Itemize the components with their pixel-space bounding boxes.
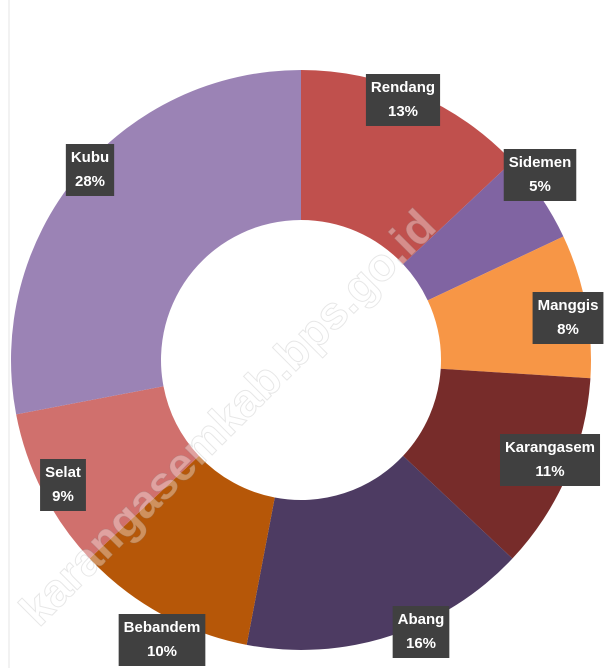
label-name: Abang: [398, 611, 445, 628]
label-value: 10%: [147, 643, 177, 660]
label-name: Bebandem: [124, 619, 201, 636]
slice: [89, 455, 275, 645]
label-box: [499, 434, 601, 486]
label-box: [118, 614, 206, 666]
slice: [16, 386, 199, 559]
label-name: Rendang: [371, 79, 435, 96]
slice: [403, 368, 591, 559]
label-name: Manggis: [538, 297, 599, 314]
slice: [301, 70, 513, 265]
slice: [246, 455, 513, 650]
data-label: Bebandem 10%: [118, 614, 206, 666]
label-name: Kubu: [71, 149, 109, 166]
label-box: [365, 74, 441, 126]
data-label: Karangasem 11%: [499, 434, 601, 486]
label-value: 5%: [529, 178, 551, 195]
label-value: 16%: [406, 635, 436, 652]
data-label: Selat 9%: [40, 459, 86, 511]
data-label: Rendang 13%: [365, 74, 441, 126]
label-box: [392, 606, 450, 658]
slice: [10, 70, 301, 415]
labels: Rendang 13% Sidemen 5% Manggis 8% Karangasem 11…: [40, 74, 604, 666]
data-label: Manggis 8%: [532, 292, 604, 344]
label-value: 28%: [75, 173, 105, 190]
label-box: [40, 459, 86, 511]
data-label: Sidemen 5%: [503, 149, 577, 201]
label-value: 13%: [388, 103, 418, 120]
label-name: Karangasem: [505, 439, 595, 456]
label-value: 11%: [535, 463, 564, 480]
label-box: [532, 292, 604, 344]
label-name: Selat: [45, 464, 81, 481]
label-box: [503, 149, 577, 201]
data-label: Kubu 28%: [65, 144, 115, 196]
label-value: 8%: [557, 321, 579, 338]
label-name: Sidemen: [509, 154, 572, 171]
label-value: 9%: [52, 488, 74, 505]
label-box: [65, 144, 115, 196]
data-label: Abang 16%: [392, 606, 450, 658]
